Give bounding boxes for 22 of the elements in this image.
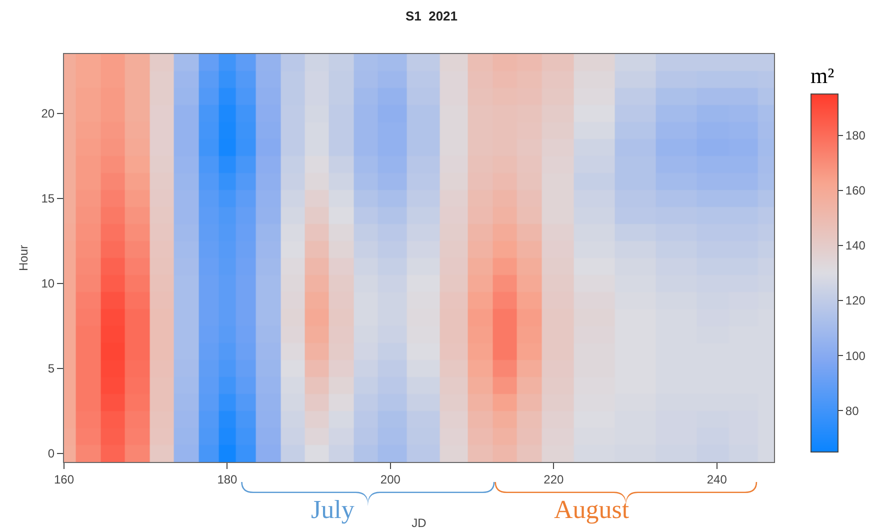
- color-bar-label: 80: [845, 404, 860, 418]
- x-axis-title: JD: [412, 516, 427, 530]
- x-tick-label: 200: [380, 472, 401, 486]
- color-bar-label: 100: [845, 348, 866, 363]
- y-tick-label: 10: [41, 276, 55, 291]
- x-tick-label: 240: [706, 472, 728, 486]
- text: August: [554, 495, 630, 524]
- color-bar-label: 160: [845, 184, 866, 198]
- chart-title: S1 2021: [405, 8, 458, 24]
- color-bar-label: 180: [845, 128, 866, 143]
- y-tick-label: 15: [41, 192, 55, 206]
- text: July: [311, 495, 354, 524]
- x-tick-label: 220: [544, 472, 564, 486]
- y-tick-label: 20: [41, 106, 55, 121]
- x-tick-label: 180: [217, 472, 238, 486]
- y-axis-title: Hour: [16, 244, 31, 272]
- color-bar-label: 140: [845, 238, 866, 253]
- y-tick-label: 0: [48, 446, 55, 461]
- y-tick-label: 5: [48, 362, 55, 376]
- color-bar-title: m²: [810, 63, 835, 88]
- color-bar-label: 120: [845, 294, 866, 308]
- x-tick-label: 160: [54, 472, 74, 486]
